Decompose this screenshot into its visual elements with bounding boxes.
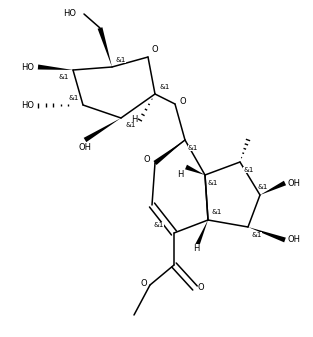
Polygon shape [84,118,121,142]
Text: &1: &1 [208,180,218,186]
Polygon shape [248,227,286,242]
Text: &1: &1 [258,184,268,190]
Text: H: H [131,115,137,123]
Text: &1: &1 [251,232,261,238]
Text: &1: &1 [125,122,136,128]
Text: &1: &1 [115,57,126,63]
Polygon shape [98,27,112,67]
Text: OH: OH [79,143,91,152]
Text: O: O [143,155,150,164]
Text: O: O [179,96,186,105]
Text: &1: &1 [243,167,254,173]
Text: HO: HO [21,62,34,71]
Polygon shape [260,181,286,195]
Text: O: O [140,278,147,287]
Polygon shape [185,165,205,175]
Text: O: O [198,283,205,293]
Polygon shape [153,140,185,165]
Text: O: O [152,45,159,54]
Text: &1: &1 [211,209,221,215]
Polygon shape [38,64,73,70]
Text: &1: &1 [154,222,164,228]
Text: H: H [177,170,184,179]
Text: OH: OH [288,236,301,245]
Text: H: H [193,244,199,253]
Text: HO: HO [21,100,34,110]
Text: &1: &1 [159,84,169,90]
Text: HO: HO [63,9,76,19]
Text: &1: &1 [69,95,79,101]
Text: OH: OH [288,179,301,187]
Text: &1: &1 [188,145,198,151]
Text: &1: &1 [59,74,69,80]
Polygon shape [194,220,208,249]
